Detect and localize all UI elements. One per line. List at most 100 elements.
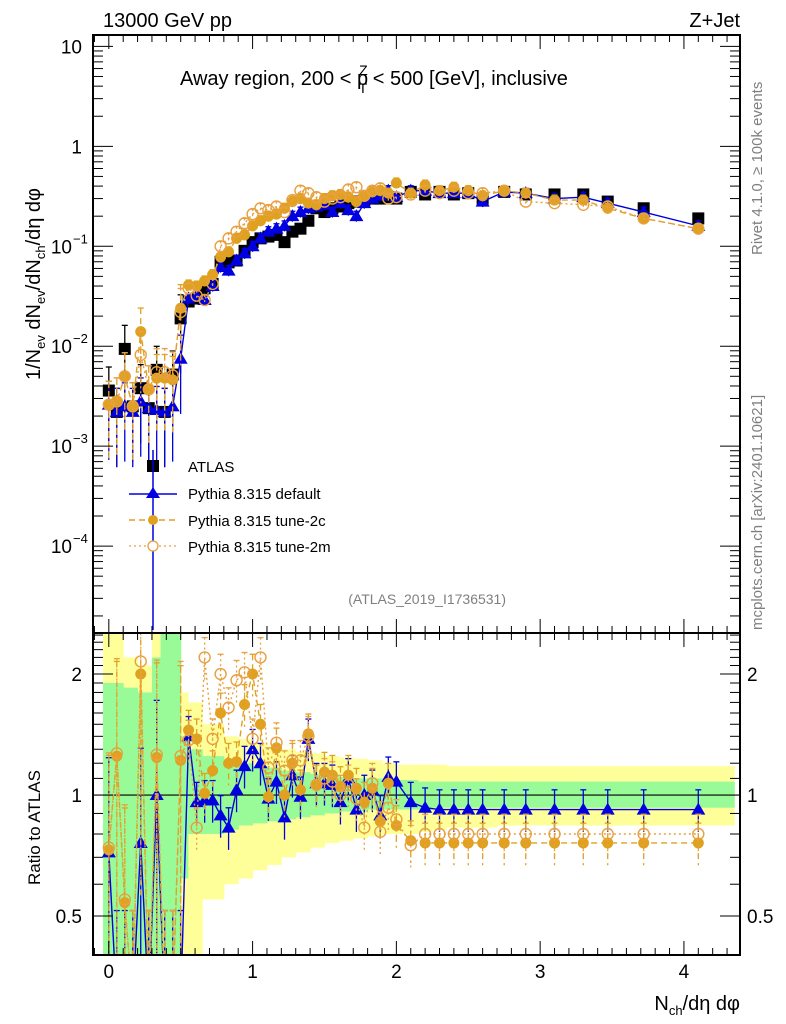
data-point-triangle [446, 802, 461, 815]
data-point-open-circle [326, 775, 339, 788]
ratio-y-tick-label-right: 0.5 [747, 907, 773, 928]
series-pythia-8-315-default [101, 183, 706, 468]
data-point-open-circle [374, 182, 387, 195]
data-point-open-circle [230, 225, 243, 238]
data-point-open-circle [134, 655, 147, 668]
data-point-circle [382, 777, 394, 789]
data-point-open-circle [318, 772, 331, 785]
data-point-triangle [174, 998, 188, 1010]
y-tick-exponent: −3 [73, 431, 88, 446]
data-point-open-circle [382, 801, 395, 814]
ylabel-part: ev [33, 335, 48, 349]
data-point-open-circle [294, 754, 307, 767]
data-point-circle [520, 837, 532, 849]
data-point-circle [262, 791, 274, 803]
uncertainty-band-inner [180, 736, 189, 879]
data-point-open-circle [382, 192, 395, 205]
legend-label: ATLAS [188, 459, 234, 476]
data-point-open-circle [342, 778, 355, 792]
data-point-open-circle [110, 747, 123, 760]
xlabel-part: /dη dφ [683, 993, 740, 1015]
x-axis-title: Nch/dη dφ [654, 993, 740, 1018]
legend-entry-default: Pythia 8.315 default [129, 450, 321, 630]
data-point-circle [143, 383, 155, 395]
data-point-triangle [277, 218, 292, 231]
data-point-triangle [158, 998, 172, 1010]
data-point-triangle [432, 802, 447, 815]
data-point-open-circle [637, 827, 650, 841]
ratio-y-tick-label: 0.5 [56, 907, 82, 928]
analysis-reference-label: (ATLAS_2019_I1736531) [348, 591, 506, 607]
ylabel-part: ch [33, 245, 48, 259]
series-pythia-8-315-tune-2m [102, 180, 705, 462]
data-point-open-circle [222, 701, 235, 714]
data-point-triangle [213, 260, 228, 273]
data-point-open-circle [174, 749, 187, 763]
data-point-circle [207, 269, 219, 281]
data-point-circle [692, 837, 704, 849]
data-point-open-circle [390, 813, 403, 826]
data-point-circle [448, 837, 460, 849]
data-point-open-circle [476, 827, 489, 841]
xlabel-part: N [654, 993, 668, 1015]
data-point-open-circle [404, 188, 417, 201]
data-point-open-circle [254, 651, 267, 664]
data-point-open-circle [577, 198, 590, 211]
data-point-open-circle [126, 400, 139, 413]
data-point-triangle [166, 998, 180, 1010]
data-point-circle [638, 837, 650, 849]
data-point-open-circle [447, 184, 461, 197]
data-point-triangle [213, 808, 228, 821]
data-point-open-circle [110, 395, 123, 408]
main-y-axis-title: 1/Nev dNev/dNch/dη dφ [23, 188, 48, 380]
ratio-y-axis-title: Ratio to ATLAS [25, 770, 44, 885]
x-tick-label: 0 [104, 962, 115, 983]
data-point-circle [199, 787, 211, 799]
data-point-open-circle [278, 205, 291, 219]
data-point-open-circle [262, 761, 275, 774]
data-point-open-circle [519, 827, 532, 841]
legend-marker-triangle [146, 487, 160, 498]
data-point-open-circle [390, 190, 403, 204]
series-pythia-8-315-tune-2m [102, 633, 705, 1011]
data-point-triangle [142, 998, 156, 1010]
data-point-open-circle [601, 827, 614, 841]
data-point-open-circle [182, 282, 195, 295]
data-point-open-circle [174, 305, 187, 319]
data-point-open-circle [366, 777, 379, 790]
data-point-open-circle [102, 841, 116, 854]
data-point-open-circle [158, 365, 171, 379]
data-point-open-circle [238, 666, 251, 679]
data-point-open-circle [433, 827, 446, 841]
x-tick-label: 1 [247, 962, 258, 983]
data-point-open-circle [374, 825, 387, 839]
data-point-open-circle [498, 827, 511, 841]
data-point-triangle [253, 231, 268, 244]
data-point-triangle [197, 292, 212, 305]
data-point-triangle [110, 998, 124, 1010]
data-point-triangle [389, 190, 404, 203]
ratio-frame [92, 632, 741, 956]
data-point-circle [419, 837, 431, 849]
y-tick-label: 10 [51, 437, 72, 458]
data-point-open-circle [118, 893, 131, 906]
data-point-open-circle [418, 184, 432, 197]
data-point-open-circle [342, 183, 355, 196]
data-point-triangle [341, 203, 356, 216]
data-point-triangle [518, 802, 533, 815]
data-point-circle [520, 187, 532, 199]
data-point-open-circle [143, 1000, 154, 1011]
data-point-circle [602, 837, 614, 849]
main-panel [101, 177, 706, 468]
x-tick-label: 4 [679, 962, 690, 983]
data-point-triangle [293, 205, 308, 218]
data-point-open-circle [294, 184, 307, 197]
data-point-open-circle [418, 827, 432, 841]
ratio-y-tick-label-right: 2 [747, 665, 758, 686]
data-point-open-circle [214, 240, 227, 253]
data-point-triangle [475, 802, 490, 815]
data-point-open-circle [334, 788, 347, 802]
data-point-open-circle [142, 383, 155, 396]
data-point-open-circle [350, 792, 363, 805]
